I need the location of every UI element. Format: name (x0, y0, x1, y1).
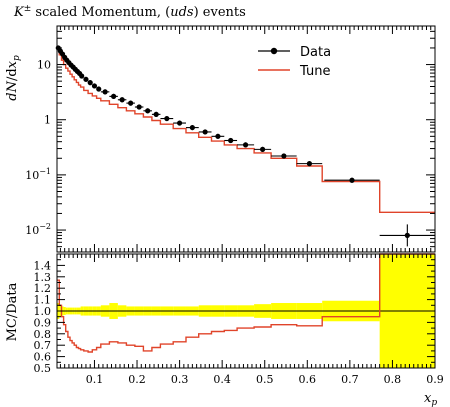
data-point-30 (260, 146, 266, 152)
data-point-18 (119, 97, 125, 103)
main-ytick-label-0: 10 (37, 59, 51, 72)
main-data-layer (55, 45, 435, 247)
legend: Data Tune (258, 45, 331, 79)
xlabel: xp (424, 391, 437, 407)
tune-ratio-histogram (57, 253, 435, 353)
main-ytick-label-3: 10−2 (25, 222, 51, 237)
data-point-34 (404, 232, 410, 238)
legend-data-label: Data (300, 45, 331, 60)
legend-data-marker (270, 47, 278, 55)
data-point-11 (79, 73, 85, 79)
ratio-ytick-label-7: 1.2 (34, 282, 52, 295)
ratio-ytick-label-6: 1.1 (34, 294, 52, 307)
data-point-23 (164, 115, 170, 122)
main-ylabel: dN/dxp (5, 55, 22, 101)
ratio-ytick-label-4: 0.9 (34, 316, 52, 329)
ratio-frame (56, 253, 436, 369)
ratio-ytick-label-0: 0.5 (34, 362, 52, 375)
main-frame (56, 25, 436, 253)
xtick-label-6: 0.7 (341, 373, 359, 386)
ratio-ytick-label-3: 0.8 (34, 328, 52, 341)
title-sup: ± (24, 4, 32, 14)
xtick-label-5: 0.6 (299, 373, 317, 386)
tune-histogram-main (57, 48, 435, 213)
main-ticks: 10 1 10−1 10−2 (25, 25, 436, 253)
xtick-label-2: 0.3 (171, 373, 189, 386)
ratio-ytick-label-8: 1.3 (34, 271, 52, 284)
data-point-22 (153, 111, 159, 117)
title-rest: scaled Momentum, ( (31, 5, 170, 20)
data-point-12 (83, 76, 89, 82)
main-tune-layer (57, 48, 435, 213)
ratio-panel: 0.50.60.70.80.91.01.11.21.31.40.1 0.2 0.3 0… (34, 253, 444, 386)
data-point-24 (176, 120, 183, 126)
main-ytick-label-2: 10−1 (25, 167, 51, 182)
chart-title: K± scaled Momentum, (uds) events (13, 4, 246, 20)
data-point-17 (111, 93, 117, 99)
ratio-ticks: 0.50.60.70.80.91.01.11.21.31.40.1 0.2 0.3 0… (34, 253, 444, 386)
ratio-ytick-label-9: 1.4 (34, 259, 52, 272)
data-point-15 (96, 86, 102, 92)
xtick-label-7: 0.8 (384, 373, 402, 386)
ratio-ylabel: MC/Data (5, 282, 20, 341)
xtick-label-3: 0.4 (213, 373, 231, 386)
title-prefix: K (13, 5, 25, 20)
data-point-13 (87, 80, 93, 86)
data-point-27 (215, 133, 221, 139)
data-point-19 (128, 100, 134, 106)
data-point-29 (242, 142, 249, 148)
data-point-32 (306, 161, 313, 167)
data-point-20 (136, 104, 142, 110)
ratio-tune-layer (57, 253, 435, 353)
xtick-label-1: 0.2 (128, 373, 146, 386)
main-panel: 10 1 10−1 10−2 (25, 25, 436, 253)
ratio-ytick-label-1: 0.6 (34, 351, 52, 364)
ratio-ytick-label-2: 0.7 (34, 339, 52, 352)
data-point-14 (91, 83, 98, 89)
xtick-label-8: 0.9 (426, 373, 444, 386)
data-point-25 (189, 124, 195, 131)
title-end: ) events (194, 5, 246, 20)
data-point-26 (202, 129, 208, 135)
title-italic: uds (170, 5, 194, 20)
xtick-label-4: 0.5 (256, 373, 274, 386)
ratio-ytick-label-5: 1.0 (34, 305, 52, 318)
main-ytick-label-1: 1 (44, 114, 51, 127)
legend-tune-label: Tune (299, 64, 330, 79)
data-point-28 (228, 137, 234, 144)
xtick-label-0: 0.1 (86, 373, 104, 386)
data-point-21 (145, 108, 151, 114)
data-point-33 (349, 177, 355, 183)
data-point-16 (102, 89, 108, 95)
data-point-31 (281, 153, 287, 159)
